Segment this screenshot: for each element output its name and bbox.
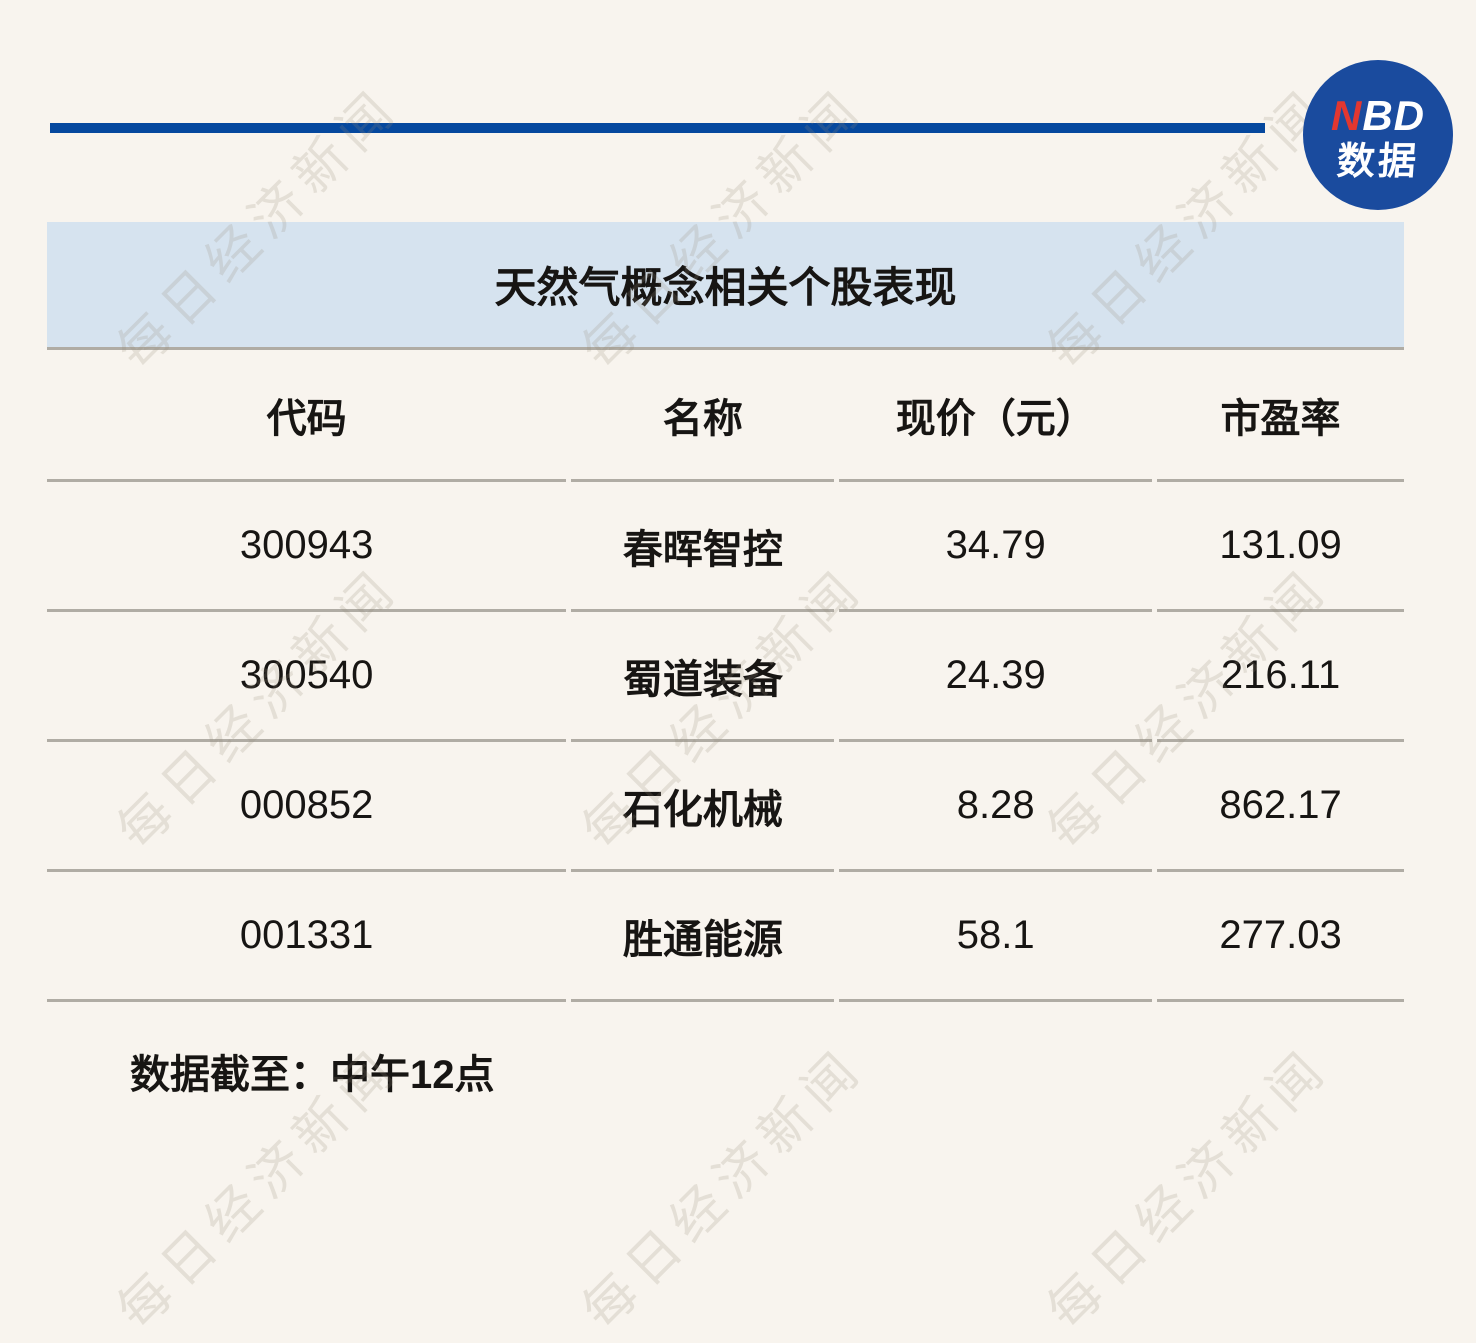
stock-name: 胜通能源 bbox=[571, 872, 835, 1002]
stock-pe: 277.03 bbox=[1157, 872, 1404, 1002]
stock-code: 300540 bbox=[47, 612, 567, 742]
table-header-row: 代码 名称 现价（元） 市盈率 bbox=[47, 350, 1404, 482]
table-row: 300943 春晖智控 34.79 131.09 bbox=[47, 482, 1404, 612]
column-header-price: 现价（元） bbox=[839, 350, 1153, 482]
column-header-code: 代码 bbox=[47, 350, 567, 482]
stock-price: 58.1 bbox=[839, 872, 1153, 1002]
watermark-text: 每日经济新闻 bbox=[571, 1036, 876, 1341]
nbd-logo: NBD 数据 bbox=[1303, 60, 1453, 210]
nbd-logo-wordmark: NBD bbox=[1331, 95, 1425, 137]
watermark-text: 每日经济新闻 bbox=[1036, 1036, 1341, 1341]
stock-code: 000852 bbox=[47, 742, 567, 872]
stock-pe: 216.11 bbox=[1157, 612, 1404, 742]
brand-rule bbox=[50, 123, 1265, 133]
stock-price: 24.39 bbox=[839, 612, 1153, 742]
stock-pe: 131.09 bbox=[1157, 482, 1404, 612]
stock-price: 34.79 bbox=[839, 482, 1153, 612]
panel-title-bar: 天然气概念相关个股表现 bbox=[47, 222, 1404, 350]
stock-pe: 862.17 bbox=[1157, 742, 1404, 872]
panel-title: 天然气概念相关个股表现 bbox=[494, 264, 957, 311]
stock-name: 石化机械 bbox=[571, 742, 835, 872]
table-row: 001331 胜通能源 58.1 277.03 bbox=[47, 872, 1404, 1002]
stock-code: 300943 bbox=[47, 482, 567, 612]
nbd-logo-subtitle: 数据 bbox=[1335, 141, 1421, 183]
stock-name: 蜀道装备 bbox=[571, 612, 835, 742]
table-row: 300540 蜀道装备 24.39 216.11 bbox=[47, 612, 1404, 742]
table-row: 000852 石化机械 8.28 862.17 bbox=[47, 742, 1404, 872]
column-header-name: 名称 bbox=[571, 350, 835, 482]
column-header-pe: 市盈率 bbox=[1157, 350, 1404, 482]
stock-price: 8.28 bbox=[839, 742, 1153, 872]
stock-code: 001331 bbox=[47, 872, 567, 1002]
stock-name: 春晖智控 bbox=[571, 482, 835, 612]
nbd-logo-letters-bd: BD bbox=[1362, 92, 1425, 139]
nbd-logo-letter-n: N bbox=[1330, 92, 1363, 139]
stock-panel: 天然气概念相关个股表现 代码 名称 现价（元） 市盈率 300943 春晖智控 … bbox=[47, 222, 1404, 1002]
stock-table: 代码 名称 现价（元） 市盈率 300943 春晖智控 34.79 131.09… bbox=[42, 350, 1409, 1002]
data-cutoff-note: 数据截至：中午12点 bbox=[130, 1053, 495, 1097]
